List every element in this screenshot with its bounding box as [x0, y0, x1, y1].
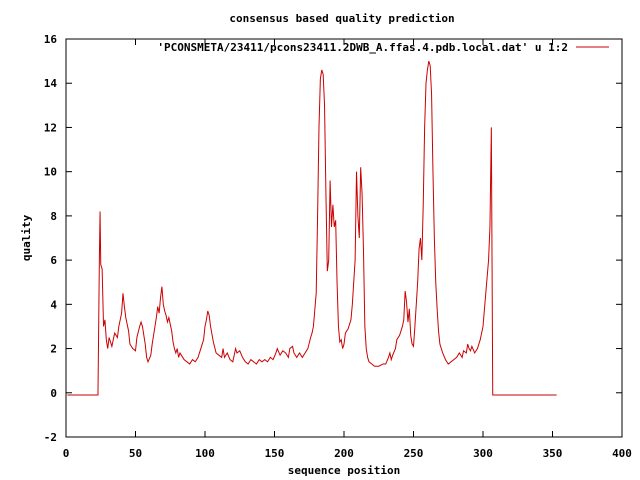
- plot-area: [65, 38, 623, 438]
- y-tick-label: 6: [50, 254, 57, 267]
- x-tick-label: 400: [612, 447, 632, 460]
- y-tick-label: 14: [44, 77, 58, 90]
- x-tick-label: 350: [543, 447, 563, 460]
- y-tick-label: -2: [44, 431, 57, 444]
- y-axis: -2 0 2 4 6 8 10 12 14 16: [44, 33, 622, 444]
- y-tick-label: 10: [44, 166, 57, 179]
- y-tick-label: 2: [50, 343, 57, 356]
- x-tick-label: 200: [334, 447, 354, 460]
- x-tick-label: 150: [265, 447, 285, 460]
- legend: 'PCONSMETA/23411/pcons23411.2DWB_A.ffas.…: [157, 41, 609, 54]
- chart-title: consensus based quality prediction: [229, 12, 454, 25]
- y-tick-label: 12: [44, 121, 57, 134]
- legend-label: 'PCONSMETA/23411/pcons23411.2DWB_A.ffas.…: [157, 41, 568, 54]
- x-axis-label: sequence position: [288, 464, 401, 477]
- x-tick-label: 50: [129, 447, 142, 460]
- y-tick-label: 8: [50, 210, 57, 223]
- x-tick-label: 250: [404, 447, 424, 460]
- plot-frame: [65, 38, 623, 438]
- x-tick-label: 300: [473, 447, 493, 460]
- y-tick-label: 16: [44, 33, 58, 46]
- x-axis: 0 50 100 150 200 250 300 350 400: [63, 39, 632, 460]
- y-tick-label: 4: [50, 298, 57, 311]
- x-tick-label: 100: [195, 447, 215, 460]
- series-line: [67, 60, 557, 396]
- y-tick-label: 0: [50, 387, 57, 400]
- x-tick-label: 0: [63, 447, 70, 460]
- y-axis-label: quality: [20, 214, 33, 261]
